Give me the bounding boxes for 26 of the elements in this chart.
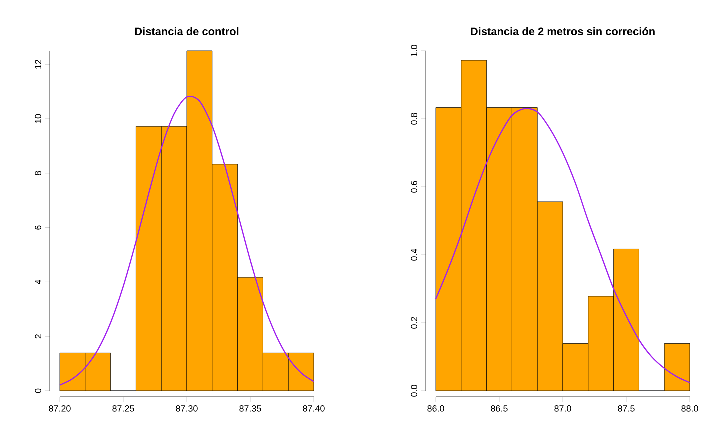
y-tick-label: 0.4 bbox=[411, 249, 418, 261]
x-tick-label: 87.35 bbox=[240, 406, 262, 412]
y-tick-label: 1.0 bbox=[411, 45, 418, 57]
x-tick-label: 87.30 bbox=[176, 406, 198, 412]
y-tick-label: 0.8 bbox=[411, 113, 418, 125]
y-tick-label: 0.6 bbox=[411, 181, 418, 193]
line-series bbox=[435, 108, 691, 384]
x-tick-label: 87.0 bbox=[554, 406, 572, 412]
y-tick-label: 0 bbox=[35, 388, 42, 394]
y-tick-label: 4 bbox=[35, 280, 42, 284]
y-tick-label: 12 bbox=[35, 60, 42, 69]
chart-title: Distancia de control bbox=[135, 27, 239, 36]
chart-title: Distancia de 2 metros sin correción bbox=[471, 27, 655, 36]
x-tick-label: 87.25 bbox=[112, 406, 134, 412]
y-tick-label: 0.0 bbox=[411, 385, 418, 397]
x-tick-label: 86.5 bbox=[491, 406, 508, 412]
x-tick-label: 87.20 bbox=[49, 406, 71, 412]
y-tick-label: 0.2 bbox=[411, 317, 418, 329]
x-tick-label: 87.5 bbox=[618, 406, 635, 412]
y-tick-label: 8 bbox=[35, 171, 42, 176]
x-tick-label: 87.40 bbox=[303, 406, 325, 412]
y-tick-label: 6 bbox=[35, 226, 42, 230]
x-tick-label: 86.0 bbox=[428, 406, 444, 412]
x-tick-label: 88.0 bbox=[682, 406, 698, 412]
y-tick-label: 2 bbox=[35, 334, 42, 339]
y-tick-label: 10 bbox=[35, 114, 42, 124]
